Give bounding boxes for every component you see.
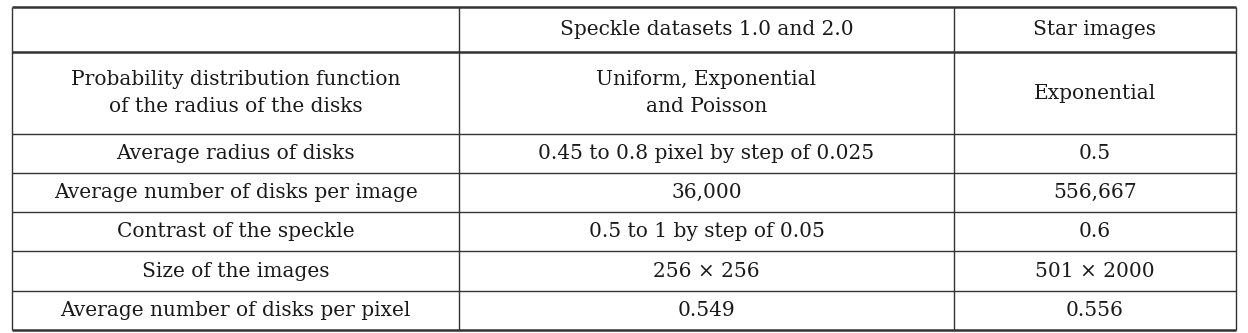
Text: 256 × 256: 256 × 256	[653, 261, 760, 280]
Text: 0.556: 0.556	[1066, 301, 1123, 320]
Text: Exponential: Exponential	[1033, 84, 1156, 103]
Text: 36,000: 36,000	[671, 183, 741, 202]
Text: Average radius of disks: Average radius of disks	[116, 144, 354, 163]
Text: 0.549: 0.549	[678, 301, 735, 320]
Text: 0.5 to 1 by step of 0.05: 0.5 to 1 by step of 0.05	[589, 222, 825, 241]
Text: 0.6: 0.6	[1078, 222, 1111, 241]
Text: 501 × 2000: 501 × 2000	[1035, 261, 1154, 280]
Text: Probability distribution function
of the radius of the disks: Probability distribution function of the…	[71, 70, 401, 116]
Text: 0.5: 0.5	[1078, 144, 1111, 163]
Text: Contrast of the speckle: Contrast of the speckle	[117, 222, 354, 241]
Text: 556,667: 556,667	[1053, 183, 1137, 202]
Text: Average number of disks per image: Average number of disks per image	[54, 183, 418, 202]
Text: Uniform, Exponential
and Poisson: Uniform, Exponential and Poisson	[597, 70, 816, 116]
Text: Size of the images: Size of the images	[142, 261, 329, 280]
Text: Speckle datasets 1.0 and 2.0: Speckle datasets 1.0 and 2.0	[560, 20, 854, 39]
Text: Average number of disks per pixel: Average number of disks per pixel	[60, 301, 411, 320]
Text: 0.45 to 0.8 pixel by step of 0.025: 0.45 to 0.8 pixel by step of 0.025	[538, 144, 875, 163]
Text: Star images: Star images	[1033, 20, 1157, 39]
